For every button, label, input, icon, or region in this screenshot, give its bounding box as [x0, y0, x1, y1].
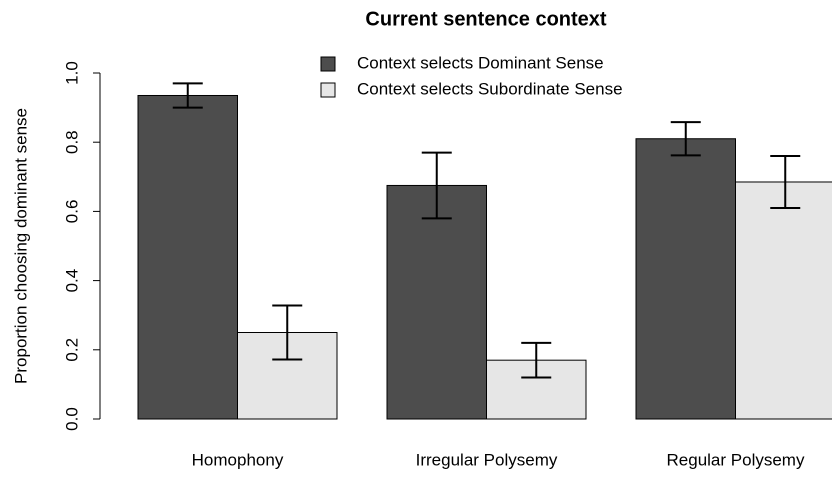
y-tick-label: 0.2 [62, 338, 81, 362]
y-axis-label: Proportion choosing dominant sense [11, 108, 30, 384]
y-tick-label: 0.8 [62, 130, 81, 154]
legend-label: Context selects Subordinate Sense [357, 79, 623, 98]
y-tick-label: 0.4 [62, 269, 81, 293]
legend-swatch [320, 82, 336, 98]
x-tick-label: Regular Polysemy [667, 450, 805, 469]
error-bar [521, 341, 552, 379]
y-tick-label: 0.6 [62, 200, 81, 224]
legend-swatch [320, 56, 336, 72]
error-bar [272, 304, 303, 361]
y-tick-label: 1.0 [62, 61, 81, 85]
bar [386, 184, 487, 420]
bar [137, 94, 238, 420]
y-tick-label: 0.0 [62, 407, 81, 431]
error-bar [421, 151, 452, 220]
bar [635, 138, 736, 420]
x-tick-label: Homophony [192, 450, 284, 469]
bar [735, 181, 832, 420]
error-bar [670, 121, 701, 157]
x-tick-label: Irregular Polysemy [416, 450, 558, 469]
legend-label: Context selects Dominant Sense [357, 53, 604, 72]
chart-title: Current sentence context [365, 8, 607, 30]
error-bar [770, 155, 801, 209]
error-bar [172, 82, 203, 109]
